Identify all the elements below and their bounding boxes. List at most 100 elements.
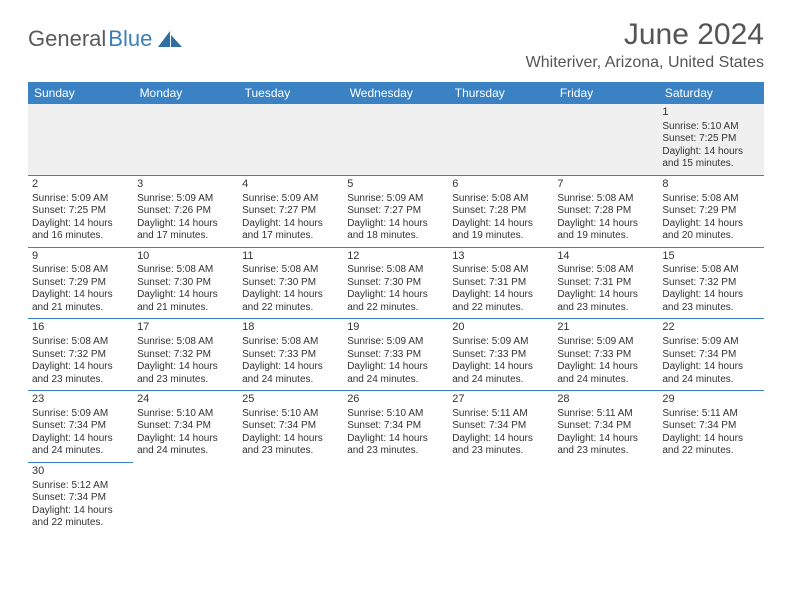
day-number: 3 xyxy=(137,178,234,192)
sunset-line: Sunset: 7:30 PM xyxy=(242,277,339,290)
calendar-cell xyxy=(448,104,553,175)
calendar-cell xyxy=(133,462,238,533)
day-number: 22 xyxy=(662,321,759,335)
day-number: 25 xyxy=(242,393,339,407)
day-number: 16 xyxy=(32,321,129,335)
calendar-cell: 26Sunrise: 5:10 AMSunset: 7:34 PMDayligh… xyxy=(343,391,448,463)
calendar-cell xyxy=(343,104,448,175)
calendar-cell: 14Sunrise: 5:08 AMSunset: 7:31 PMDayligh… xyxy=(553,247,658,319)
daylight-line-1: Daylight: 14 hours xyxy=(32,289,129,302)
sunrise-line: Sunrise: 5:08 AM xyxy=(662,193,759,206)
day-number: 8 xyxy=(662,178,759,192)
calendar-row: 9Sunrise: 5:08 AMSunset: 7:29 PMDaylight… xyxy=(28,247,764,319)
calendar-cell: 25Sunrise: 5:10 AMSunset: 7:34 PMDayligh… xyxy=(238,391,343,463)
calendar-cell: 6Sunrise: 5:08 AMSunset: 7:28 PMDaylight… xyxy=(448,175,553,247)
daylight-line-2: and 23 minutes. xyxy=(137,374,234,387)
sunset-line: Sunset: 7:33 PM xyxy=(452,349,549,362)
sunset-line: Sunset: 7:30 PM xyxy=(137,277,234,290)
daylight-line-1: Daylight: 14 hours xyxy=(137,218,234,231)
daylight-line-2: and 24 minutes. xyxy=(452,374,549,387)
sunset-line: Sunset: 7:33 PM xyxy=(557,349,654,362)
daylight-line-2: and 23 minutes. xyxy=(557,302,654,315)
daylight-line-1: Daylight: 14 hours xyxy=(347,289,444,302)
sunset-line: Sunset: 7:34 PM xyxy=(662,349,759,362)
logo-text-general: General xyxy=(28,26,106,52)
day-number: 5 xyxy=(347,178,444,192)
daylight-line-2: and 16 minutes. xyxy=(32,230,129,243)
day-number: 30 xyxy=(32,465,129,479)
sunrise-line: Sunrise: 5:08 AM xyxy=(347,264,444,277)
sunset-line: Sunset: 7:34 PM xyxy=(452,420,549,433)
daylight-line-2: and 24 minutes. xyxy=(557,374,654,387)
daylight-line-1: Daylight: 14 hours xyxy=(452,289,549,302)
sunrise-line: Sunrise: 5:09 AM xyxy=(347,336,444,349)
daylight-line-1: Daylight: 14 hours xyxy=(242,289,339,302)
daylight-line-1: Daylight: 14 hours xyxy=(557,218,654,231)
sunset-line: Sunset: 7:34 PM xyxy=(662,420,759,433)
calendar-cell xyxy=(658,462,763,533)
calendar-cell: 5Sunrise: 5:09 AMSunset: 7:27 PMDaylight… xyxy=(343,175,448,247)
sunrise-line: Sunrise: 5:09 AM xyxy=(137,193,234,206)
daylight-line-1: Daylight: 14 hours xyxy=(242,433,339,446)
calendar-cell xyxy=(343,462,448,533)
daylight-line-2: and 21 minutes. xyxy=(137,302,234,315)
daylight-line-2: and 23 minutes. xyxy=(32,374,129,387)
calendar-table: SundayMondayTuesdayWednesdayThursdayFrid… xyxy=(28,82,764,534)
daylight-line-1: Daylight: 14 hours xyxy=(557,433,654,446)
calendar-body: 1Sunrise: 5:10 AMSunset: 7:25 PMDaylight… xyxy=(28,104,764,534)
calendar-cell: 29Sunrise: 5:11 AMSunset: 7:34 PMDayligh… xyxy=(658,391,763,463)
sunrise-line: Sunrise: 5:10 AM xyxy=(662,121,759,134)
dayname-header: Thursday xyxy=(448,82,553,104)
calendar-cell xyxy=(448,462,553,533)
calendar-cell: 20Sunrise: 5:09 AMSunset: 7:33 PMDayligh… xyxy=(448,319,553,391)
sunset-line: Sunset: 7:29 PM xyxy=(32,277,129,290)
day-number: 10 xyxy=(137,250,234,264)
sunrise-line: Sunrise: 5:08 AM xyxy=(137,336,234,349)
calendar-header: SundayMondayTuesdayWednesdayThursdayFrid… xyxy=(28,82,764,104)
daylight-line-2: and 18 minutes. xyxy=(347,230,444,243)
daylight-line-1: Daylight: 14 hours xyxy=(347,218,444,231)
day-number: 23 xyxy=(32,393,129,407)
calendar-cell xyxy=(133,104,238,175)
sunrise-line: Sunrise: 5:08 AM xyxy=(452,193,549,206)
calendar-cell: 19Sunrise: 5:09 AMSunset: 7:33 PMDayligh… xyxy=(343,319,448,391)
sunset-line: Sunset: 7:31 PM xyxy=(557,277,654,290)
calendar-cell: 2Sunrise: 5:09 AMSunset: 7:25 PMDaylight… xyxy=(28,175,133,247)
month-title: June 2024 xyxy=(526,18,764,52)
daylight-line-1: Daylight: 14 hours xyxy=(242,218,339,231)
sunrise-line: Sunrise: 5:09 AM xyxy=(452,336,549,349)
daylight-line-2: and 17 minutes. xyxy=(137,230,234,243)
sunrise-line: Sunrise: 5:08 AM xyxy=(32,264,129,277)
calendar-cell: 30Sunrise: 5:12 AMSunset: 7:34 PMDayligh… xyxy=(28,462,133,533)
day-number: 2 xyxy=(32,178,129,192)
calendar-cell: 4Sunrise: 5:09 AMSunset: 7:27 PMDaylight… xyxy=(238,175,343,247)
location-text: Whiteriver, Arizona, United States xyxy=(526,54,764,72)
calendar-row: 30Sunrise: 5:12 AMSunset: 7:34 PMDayligh… xyxy=(28,462,764,533)
sunset-line: Sunset: 7:25 PM xyxy=(32,205,129,218)
sunset-line: Sunset: 7:28 PM xyxy=(452,205,549,218)
sunrise-line: Sunrise: 5:08 AM xyxy=(242,336,339,349)
daylight-line-2: and 20 minutes. xyxy=(662,230,759,243)
daylight-line-1: Daylight: 14 hours xyxy=(557,361,654,374)
sunrise-line: Sunrise: 5:09 AM xyxy=(32,408,129,421)
daylight-line-1: Daylight: 14 hours xyxy=(137,361,234,374)
calendar-row: 1Sunrise: 5:10 AMSunset: 7:25 PMDaylight… xyxy=(28,104,764,175)
calendar-cell xyxy=(238,462,343,533)
calendar-cell: 12Sunrise: 5:08 AMSunset: 7:30 PMDayligh… xyxy=(343,247,448,319)
calendar-cell: 9Sunrise: 5:08 AMSunset: 7:29 PMDaylight… xyxy=(28,247,133,319)
daylight-line-2: and 19 minutes. xyxy=(557,230,654,243)
sunrise-line: Sunrise: 5:11 AM xyxy=(662,408,759,421)
sunset-line: Sunset: 7:28 PM xyxy=(557,205,654,218)
calendar-cell xyxy=(28,104,133,175)
header-right: June 2024 Whiteriver, Arizona, United St… xyxy=(526,18,764,72)
daylight-line-2: and 23 minutes. xyxy=(452,445,549,458)
day-number: 21 xyxy=(557,321,654,335)
daylight-line-1: Daylight: 14 hours xyxy=(662,361,759,374)
sunset-line: Sunset: 7:34 PM xyxy=(137,420,234,433)
calendar-cell: 8Sunrise: 5:08 AMSunset: 7:29 PMDaylight… xyxy=(658,175,763,247)
daylight-line-1: Daylight: 14 hours xyxy=(662,289,759,302)
daylight-line-2: and 24 minutes. xyxy=(137,445,234,458)
calendar-cell: 1Sunrise: 5:10 AMSunset: 7:25 PMDaylight… xyxy=(658,104,763,175)
sunrise-line: Sunrise: 5:10 AM xyxy=(242,408,339,421)
daylight-line-1: Daylight: 14 hours xyxy=(32,433,129,446)
